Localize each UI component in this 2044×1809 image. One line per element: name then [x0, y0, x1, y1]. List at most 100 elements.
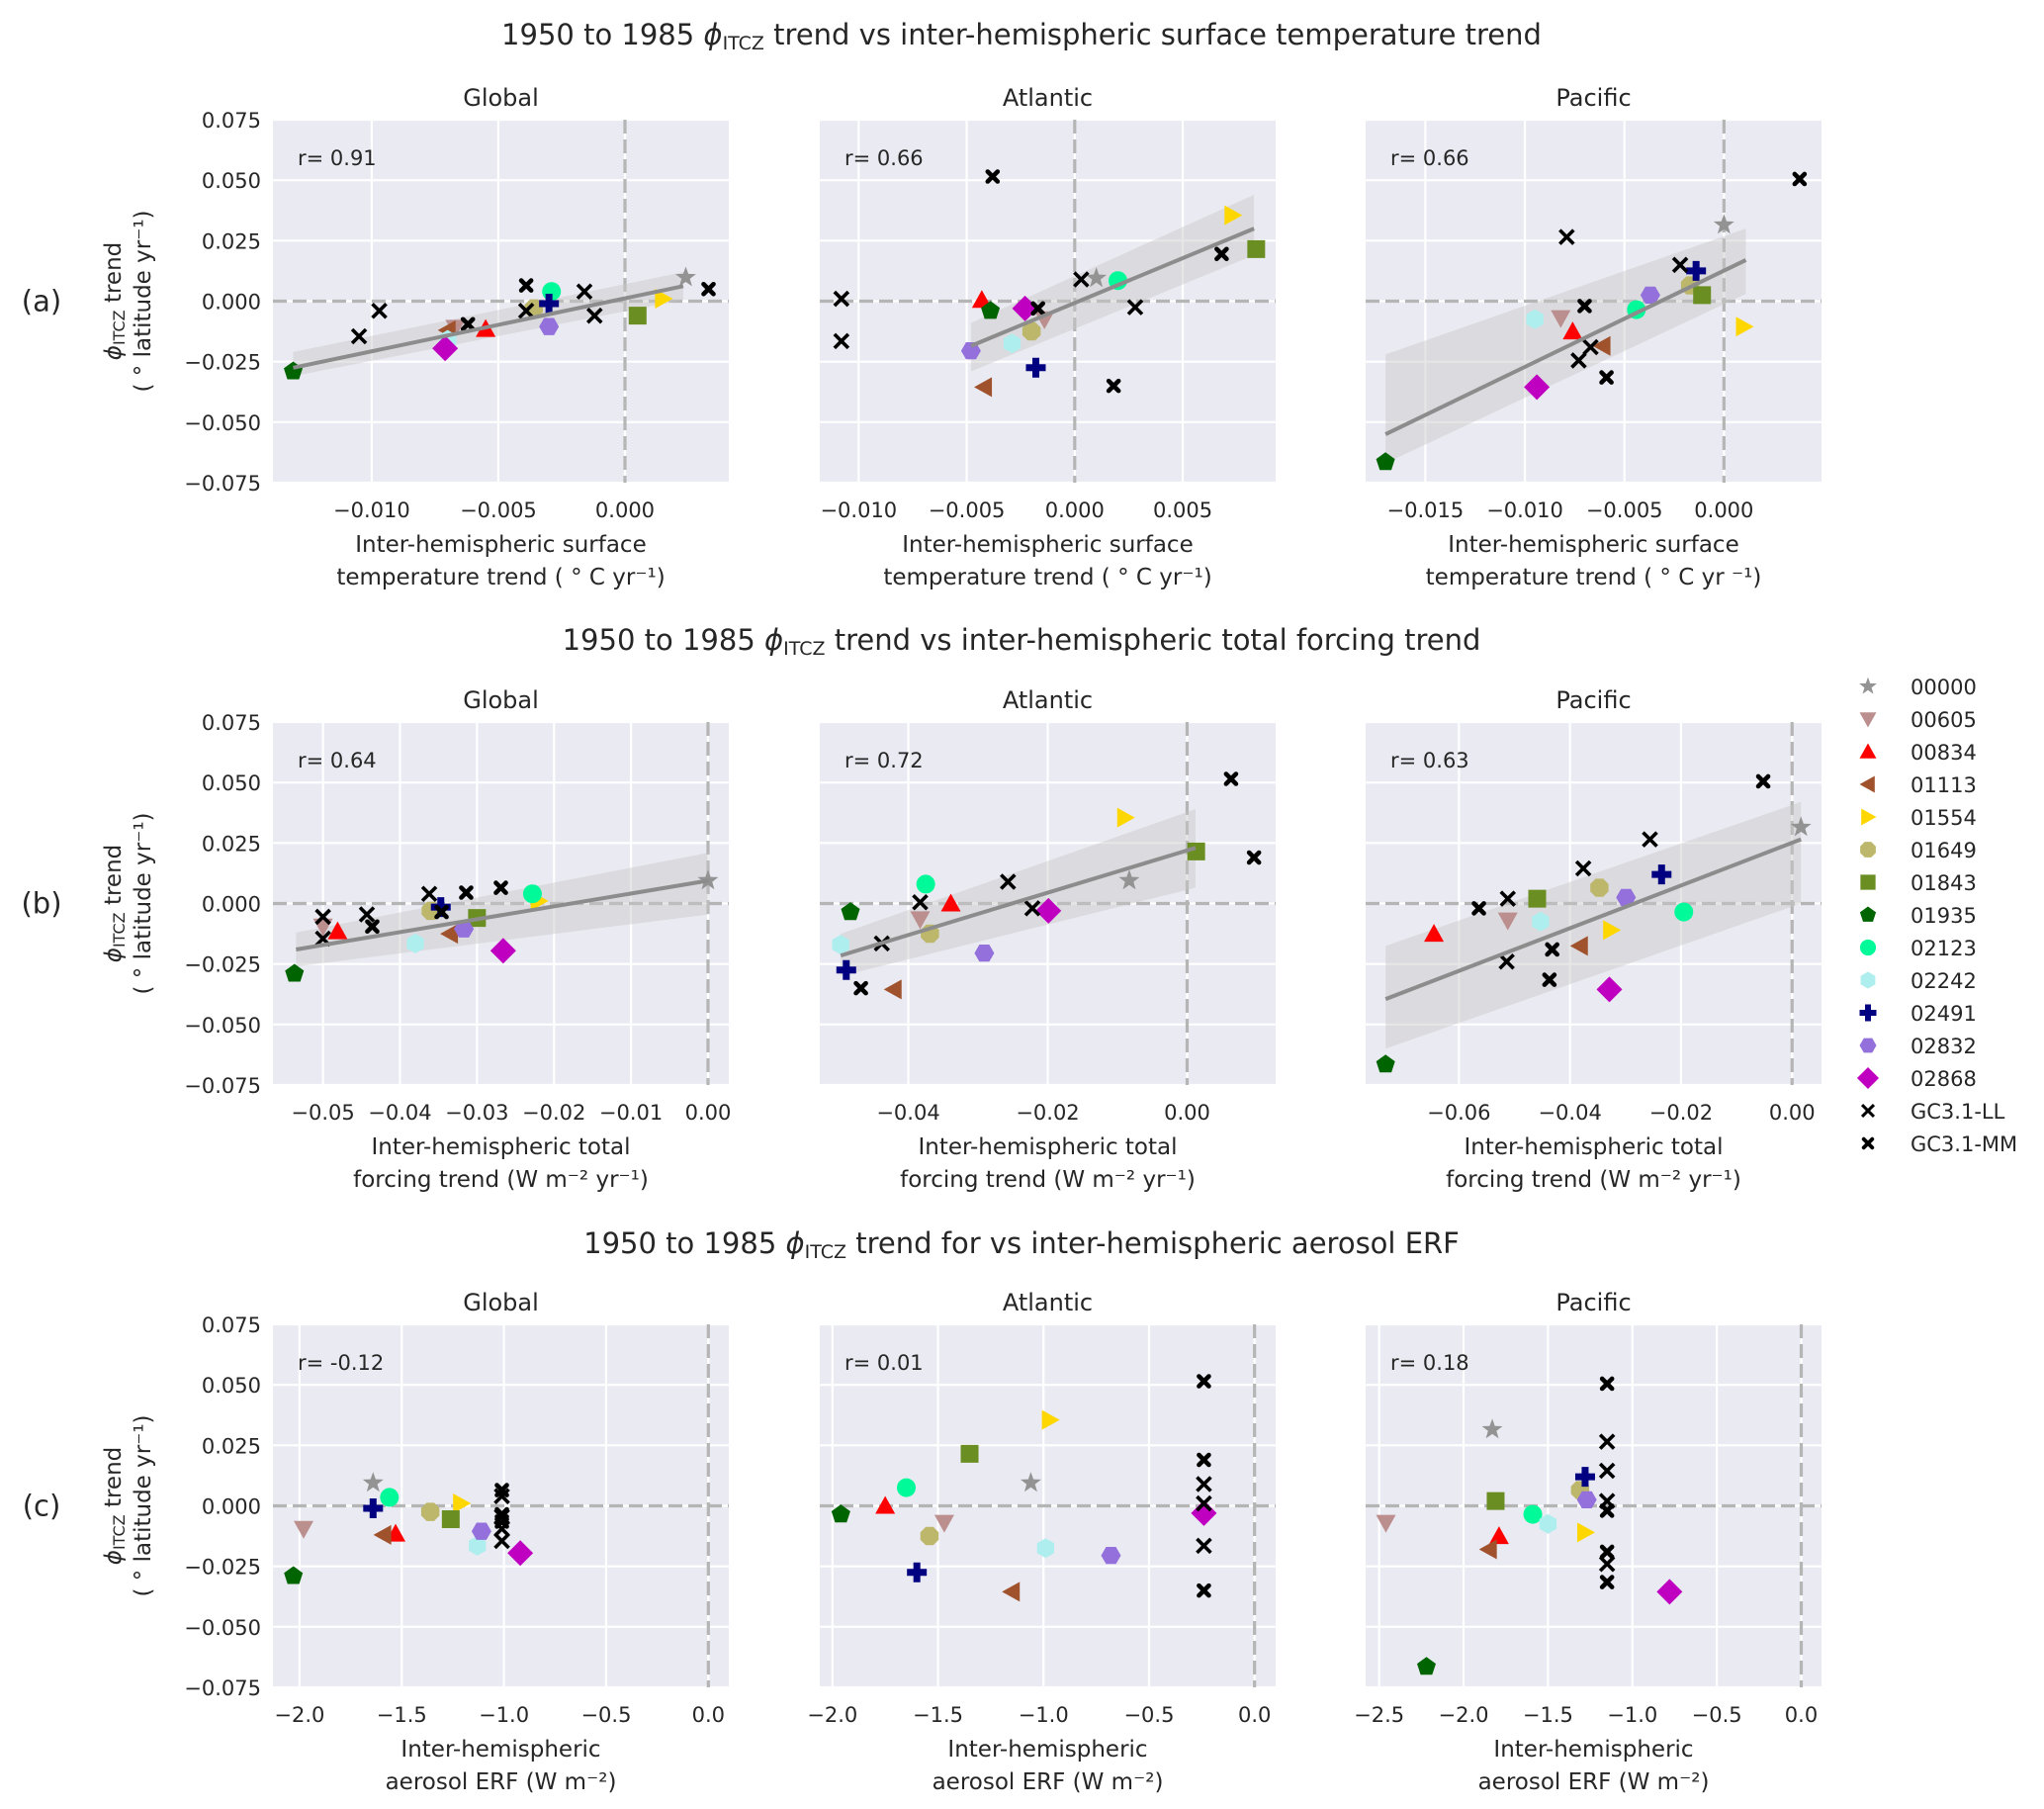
point-02491 [539, 293, 560, 314]
point-GC3.1-LL [576, 283, 593, 300]
x-tick-label: −0.04 [368, 1101, 431, 1125]
x-tick-label: −0.015 [1387, 498, 1465, 522]
x-axis-label: Inter-hemispheric [1493, 1737, 1693, 1763]
point-02868 [1596, 976, 1623, 1003]
point-GC3.1-LL [350, 327, 368, 345]
panel-title: Global [463, 686, 539, 714]
point-01935 [831, 1504, 850, 1523]
point-GC3.1-LL [1499, 890, 1517, 907]
x-tick-label: −0.04 [876, 1101, 939, 1125]
point-01554 [1224, 205, 1243, 226]
legend-label: GC3.1-LL [1911, 1100, 2005, 1124]
point-01554 [1603, 920, 1622, 941]
point-GC3.1-MM [494, 1483, 509, 1497]
y-tick-label: 0.075 [202, 711, 261, 735]
x-tick-label: −0.01 [599, 1101, 663, 1125]
point-02123 [380, 1488, 400, 1507]
point-02868 [432, 335, 459, 362]
confidence-band [296, 853, 709, 967]
x-tick-label: −0.03 [445, 1101, 508, 1125]
panel-title: Pacific [1555, 1289, 1631, 1316]
point-02491 [1651, 864, 1672, 885]
x-tick-label: −1.5 [377, 1703, 427, 1727]
point-GC3.1-MM [701, 281, 716, 297]
point-02242 [1532, 911, 1550, 932]
legend-marker-02242 [1860, 971, 1876, 989]
point-02242 [1526, 309, 1544, 329]
point-GC3.1-LL [1000, 873, 1017, 890]
x-tick-label: −2.5 [1354, 1703, 1404, 1727]
y-tick-label: 0.050 [202, 169, 261, 193]
point-02832 [1616, 888, 1637, 906]
x-tick-label: −0.02 [522, 1101, 585, 1125]
x-tick-label: −0.02 [1016, 1101, 1079, 1125]
legend-marker-02491 [1859, 1004, 1877, 1022]
point-00834 [1562, 321, 1583, 340]
x-tick-label: −0.005 [929, 498, 1006, 522]
point-00000 [1086, 267, 1108, 288]
x-tick-label: −1.0 [1019, 1703, 1069, 1727]
svg-text:ϕITCZ trend: ϕITCZ trend [101, 1447, 129, 1565]
point-GC3.1-MM [494, 1514, 509, 1529]
point-02868 [489, 938, 516, 964]
point-02491 [1025, 357, 1046, 378]
regression-line [840, 846, 1197, 958]
regression-line [1384, 837, 1802, 1002]
y-tick-label: −0.075 [184, 1676, 261, 1700]
x-tick-label: −0.005 [1586, 498, 1663, 522]
legend-label: 00000 [1911, 676, 1977, 699]
point-GC3.1-LL [1498, 952, 1515, 970]
svg-text:( ° latitude yr⁻¹): ( ° latitude yr⁻¹) [131, 1414, 156, 1596]
point-GC3.1-MM [1599, 1544, 1615, 1560]
point-02832 [1576, 1491, 1597, 1508]
point-02491 [1686, 260, 1707, 281]
legend-item: 02832 [1859, 1035, 1977, 1058]
point-02242 [1003, 333, 1022, 354]
point-02832 [454, 920, 475, 938]
legend-item: 01935 [1859, 904, 1977, 928]
panel-a-pacific: r= 0.66 Pacific −0.015 −0.010 −0.005 0.000 Int… [1366, 84, 1822, 590]
point-01935 [1376, 452, 1395, 471]
correlation-label: r= 0.01 [844, 1351, 924, 1375]
panel-title: Pacific [1555, 686, 1631, 714]
x-tick-label: −0.02 [1649, 1101, 1713, 1125]
y-tick-label: −0.050 [184, 1014, 261, 1038]
panel-title: Atlantic [1003, 84, 1093, 112]
point-01554 [453, 1493, 472, 1514]
point-00605 [933, 1514, 954, 1533]
point-01554 [1576, 1522, 1595, 1543]
point-01935 [981, 301, 1001, 319]
point-GC3.1-MM [1197, 1583, 1211, 1598]
point-GC3.1-LL [1196, 1494, 1212, 1512]
point-GC3.1-LL [1598, 1555, 1616, 1573]
point-GC3.1-MM [1246, 850, 1262, 865]
x-tick-label: −0.005 [460, 498, 537, 522]
panel-title: Global [463, 1289, 539, 1316]
point-02868 [1035, 897, 1062, 924]
point-01843 [1528, 889, 1547, 908]
point-01843 [628, 307, 647, 325]
point-GC3.1-LL [420, 885, 438, 902]
x-tick-label: −2.0 [274, 1703, 324, 1727]
point-00834 [1424, 924, 1445, 943]
point-02491 [363, 1497, 384, 1518]
point-01113 [440, 924, 459, 945]
point-00605 [1551, 310, 1571, 328]
regression-line [296, 878, 710, 951]
row-label: (c) [23, 1490, 61, 1523]
point-02123 [1523, 1504, 1543, 1524]
x-tick-label: 0.000 [595, 498, 655, 522]
x-axis-label: Inter-hemispheric surface [1448, 532, 1738, 558]
point-GC3.1-MM [1542, 972, 1557, 987]
point-02491 [1574, 1467, 1595, 1488]
x-tick-label: −1.5 [913, 1703, 963, 1727]
x-axis-label: forcing trend (W m⁻² yr⁻¹) [1446, 1167, 1741, 1193]
x-tick-label: 0.005 [1153, 498, 1212, 522]
point-GC3.1-MM [1792, 171, 1808, 187]
x-axis-label: temperature trend ( ° C yr⁻¹) [883, 565, 1211, 590]
legend-item: 00834 [1859, 741, 1977, 765]
legend-item: 01554 [1861, 806, 1977, 830]
row-label: (b) [21, 887, 61, 921]
point-01113 [373, 1524, 392, 1545]
point-GC3.1-MM [1197, 1452, 1211, 1468]
